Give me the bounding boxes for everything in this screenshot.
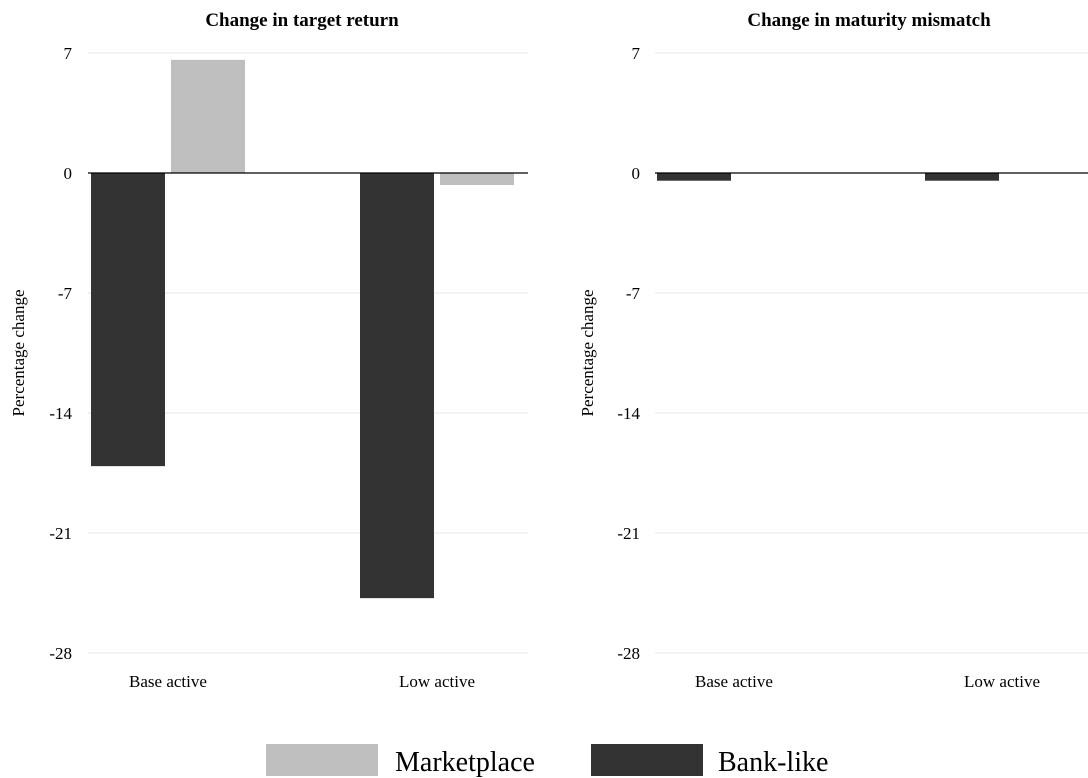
maturity-mismatch-y-ticks: 7 0 -7 -14 -21 -28 — [617, 44, 640, 663]
maturity-mismatch-x-tick-label: Base active — [695, 672, 773, 691]
target-return-y-axis-label: Percentage change — [9, 290, 28, 417]
maturity-mismatch-y-tick-label: 0 — [632, 164, 641, 183]
maturity-mismatch-bar-bank-like-base-active — [657, 173, 731, 181]
target-return-x-tick-label: Low active — [399, 672, 475, 691]
target-return-bar-bank-like-low-active — [360, 173, 434, 599]
legend: Marketplace Bank-like — [266, 744, 828, 778]
legend-label-bank-like: Bank-like — [718, 747, 828, 778]
target-return-y-tick-label: 7 — [64, 44, 73, 63]
maturity-mismatch-y-tick-label: -7 — [626, 284, 641, 303]
maturity-mismatch-bars — [655, 172, 1088, 181]
target-return-x-ticks: Base active Low active — [129, 672, 475, 691]
maturity-mismatch-bar-bank-like-low-active — [925, 173, 999, 181]
target-return-bar-bank-like-base-active — [91, 173, 165, 467]
maturity-mismatch-y-tick-label: -21 — [617, 524, 640, 543]
target-return-bar-marketplace-low-active — [440, 173, 514, 185]
target-return-title: Change in target return — [205, 10, 399, 31]
maturity-mismatch-y-tick-label: -14 — [617, 404, 640, 423]
target-return-bars — [88, 59, 528, 599]
maturity-mismatch-y-axis-label: Percentage change — [578, 290, 597, 417]
target-return-bar-marketplace-base-active — [171, 59, 245, 173]
maturity-mismatch-panel: Change in maturity mismatch Percentage c… — [578, 10, 1088, 691]
legend-swatch-bank-like — [591, 744, 703, 776]
target-return-y-tick-label: -21 — [49, 524, 72, 543]
target-return-y-ticks: 7 0 -7 -14 -21 -28 — [49, 44, 72, 663]
maturity-mismatch-title: Change in maturity mismatch — [747, 10, 991, 31]
maturity-mismatch-gridlines — [655, 52, 1088, 654]
maturity-mismatch-y-tick-label: -28 — [617, 644, 640, 663]
target-return-y-tick-label: -14 — [49, 404, 72, 423]
target-return-y-tick-label: -28 — [49, 644, 72, 663]
maturity-mismatch-y-tick-label: 7 — [632, 44, 641, 63]
legend-swatch-marketplace — [266, 744, 378, 776]
target-return-y-tick-label: 0 — [64, 164, 73, 183]
maturity-mismatch-x-tick-label: Low active — [964, 672, 1040, 691]
target-return-y-tick-label: -7 — [58, 284, 73, 303]
target-return-x-tick-label: Base active — [129, 672, 207, 691]
target-return-panel: Change in target return Percentage chang… — [9, 10, 528, 691]
maturity-mismatch-x-ticks: Base active Low active — [695, 672, 1040, 691]
legend-label-marketplace: Marketplace — [395, 747, 535, 778]
